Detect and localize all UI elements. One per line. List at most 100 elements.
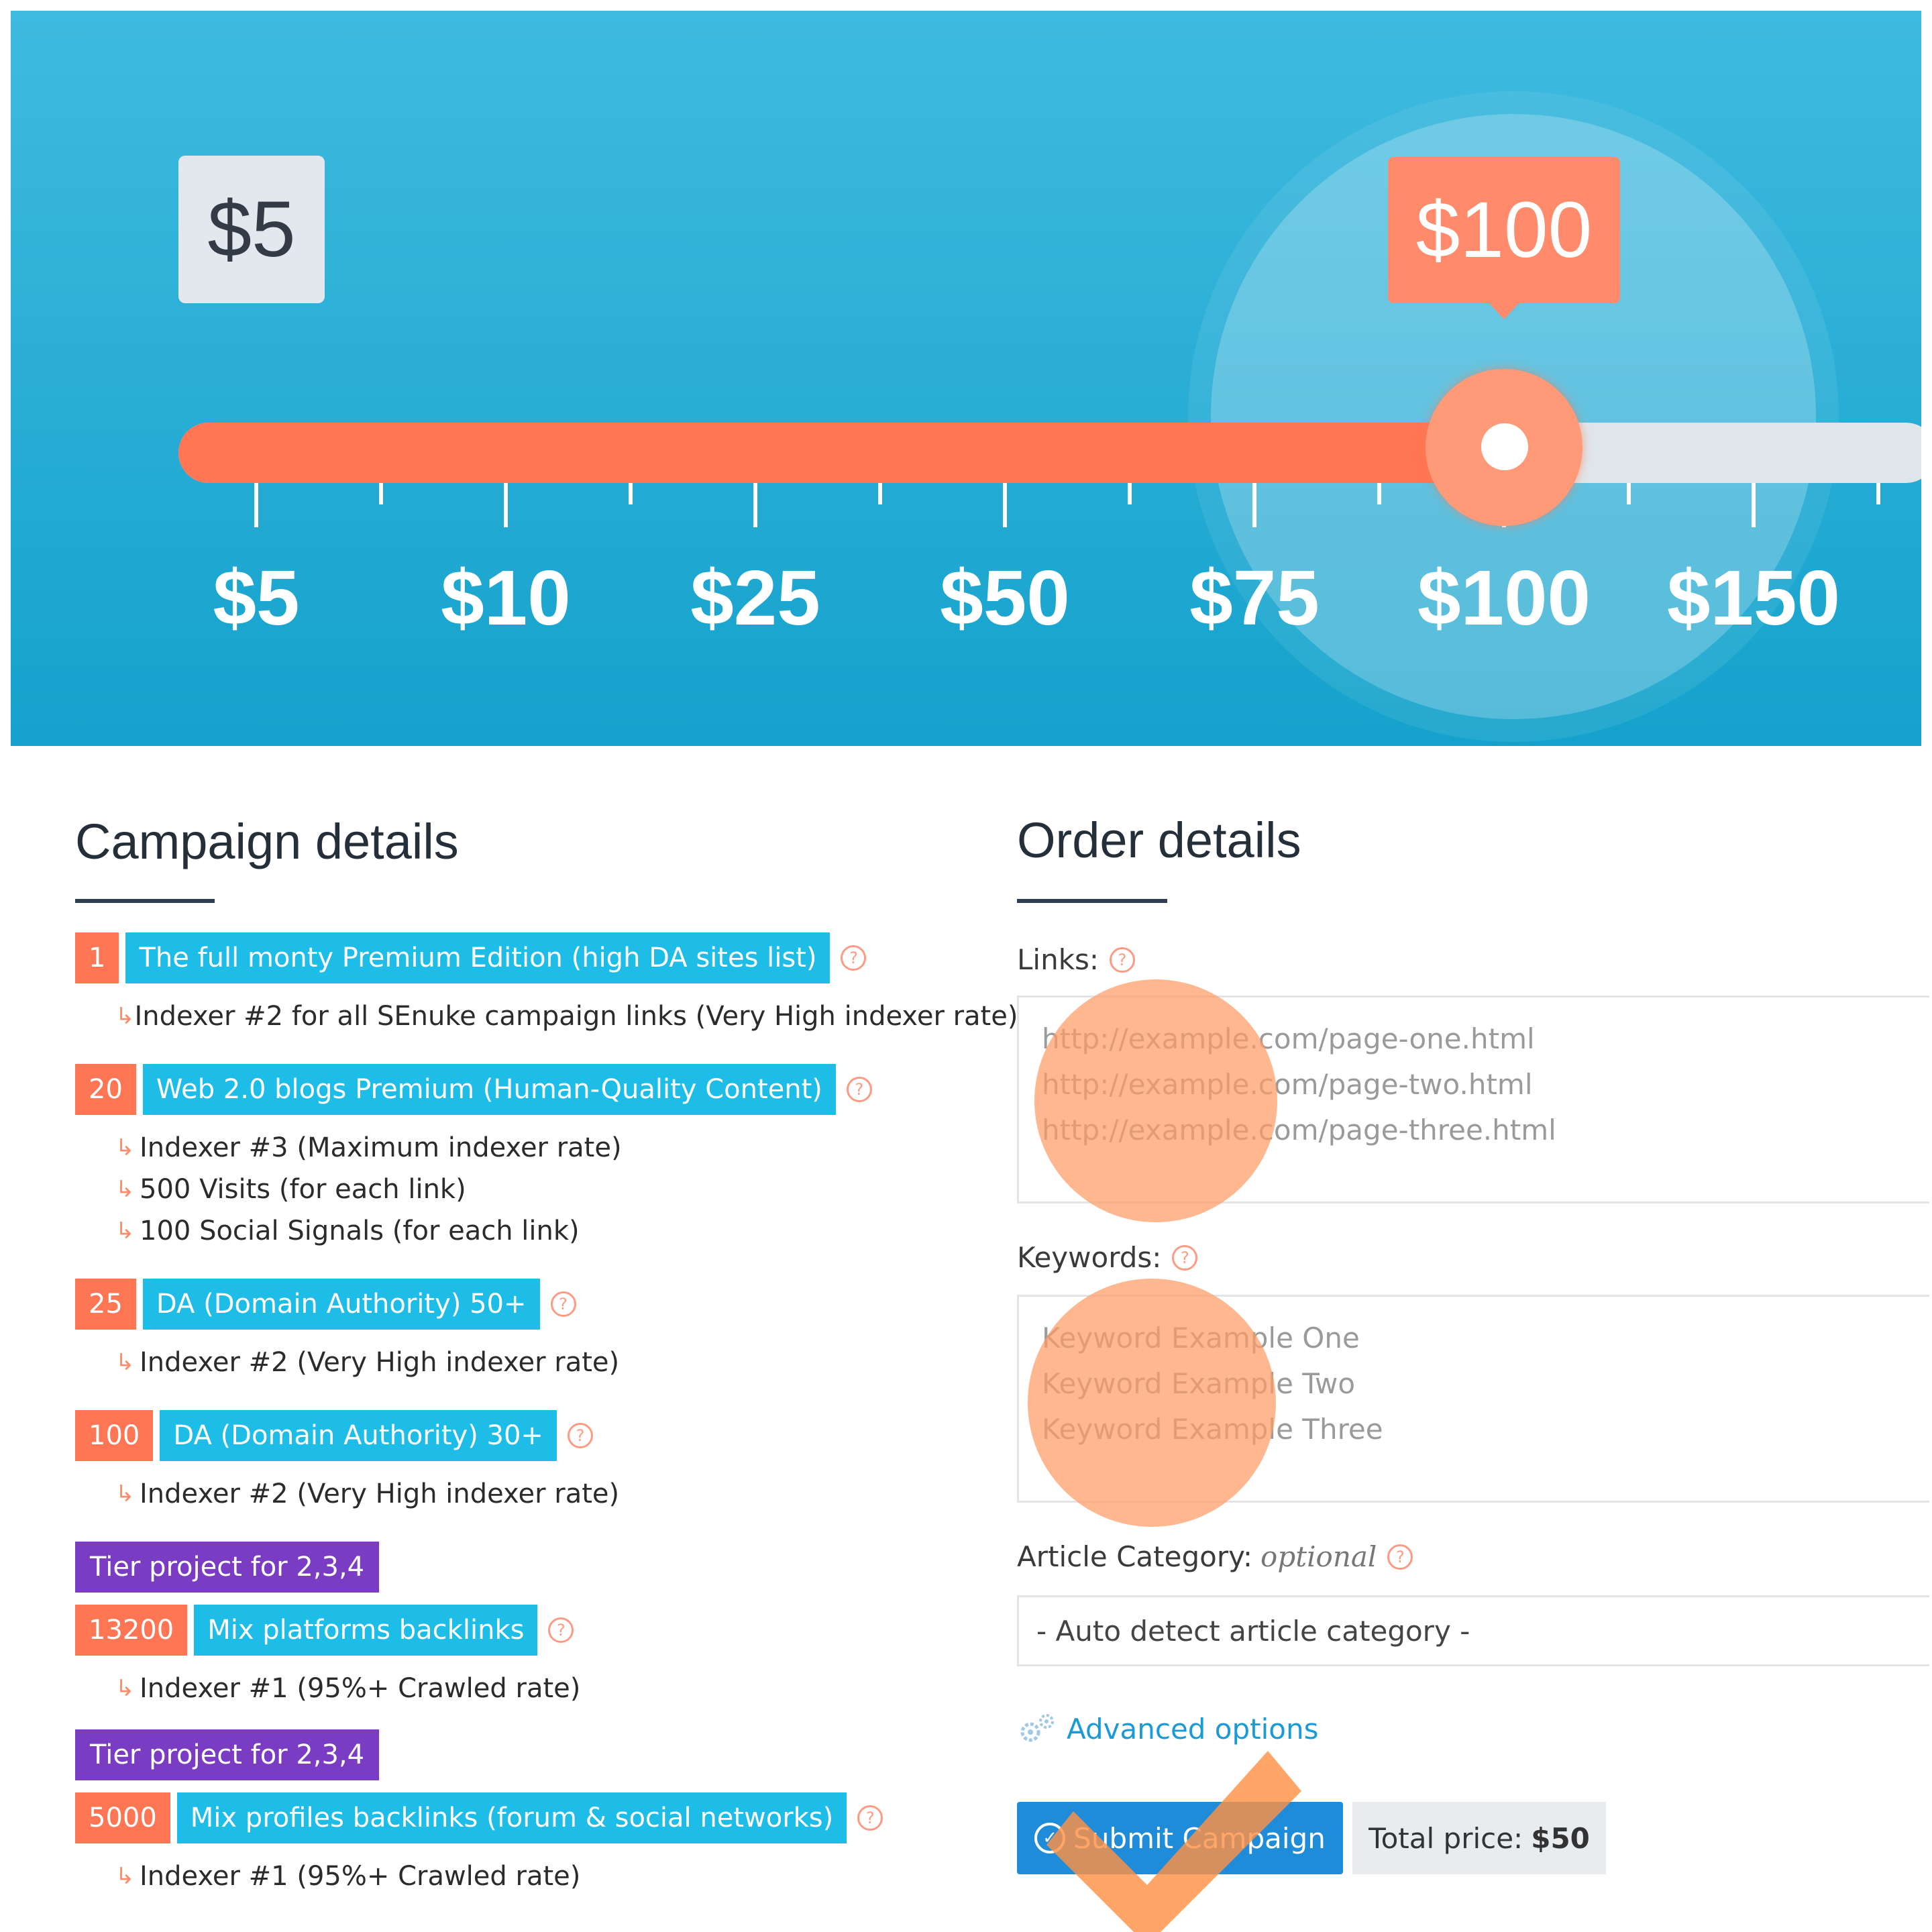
slider-minor-tick [878,483,882,504]
item-quantity-badge: 1 [75,932,119,983]
item-quantity-badge: 20 [75,1064,136,1115]
keywords-label-row: Keywords: ? [1017,1241,1198,1274]
sub-feature-text: Indexer #3 (Maximum indexer rate) [140,1132,622,1163]
tier-project-badge: Tier project for 2,3,4 [75,1729,380,1780]
slider-handle-dot [1481,423,1528,470]
category-help-icon[interactable]: ? [1387,1544,1413,1570]
submit-campaign-label: Submit Campaign [1073,1821,1326,1855]
help-icon[interactable]: ? [548,1617,574,1643]
item-name-label: The full monty Premium Edition (high DA … [125,932,830,983]
tier-row: Tier project for 2,3,4 [75,1729,967,1780]
keywords-help-icon[interactable]: ? [1172,1244,1198,1271]
sub-arrow-icon: ↳ [115,1218,135,1244]
slider-track-fill [178,423,1504,483]
check-circle-icon: ✓ [1034,1823,1066,1854]
sub-feature-text: Indexer #2 (Very High indexer rate) [140,1479,620,1509]
sub-arrow-icon: ↳ [115,1863,135,1890]
slider-major-tick [1752,483,1756,527]
sub-feature-text: Indexer #2 (Very High indexer rate) [140,1347,620,1378]
links-help-icon[interactable]: ? [1110,947,1136,973]
item-name-label: Mix platforms backlinks [194,1605,538,1656]
highlight-blob-keywords [1028,1279,1276,1527]
slider-tick-label[interactable]: $150 [1666,554,1841,641]
item-quantity-badge: 100 [75,1410,154,1461]
total-price-box: Total price: $50 [1352,1802,1606,1874]
tier-project-badge: Tier project for 2,3,4 [75,1542,380,1593]
campaign-item-row: 5000 Mix profiles backlinks (forum & soci… [75,1792,967,1843]
highlight-blob-links [1034,979,1277,1222]
total-price-label: Total price: [1368,1821,1523,1855]
item-quantity-badge: 25 [75,1279,136,1330]
slider-tick-label[interactable]: $75 [1189,554,1320,641]
sub-feature-text: Indexer #1 (95%+ Crawled rate) [140,1673,581,1704]
slider-handle[interactable] [1426,369,1582,526]
slider-tick-label[interactable]: $50 [940,554,1070,641]
campaign-item-row: 25 DA (Domain Authority) 50+? [75,1279,967,1330]
item-sub-feature: ↳ Indexer #1 (95%+ Crawled rate) [75,1856,967,1897]
category-label-row: Article Category: optional ? [1017,1540,1413,1573]
campaign-item-row: 20 Web 2.0 blogs Premium (Human-Quality C… [75,1064,967,1115]
campaign-item-row: 13200 Mix platforms backlinks? [75,1605,967,1656]
keywords-label: Keywords: [1017,1241,1162,1274]
links-label: Links: [1017,943,1099,976]
gears-icon [1017,1712,1057,1746]
article-category-select[interactable]: - Auto detect article category - [1017,1595,1929,1666]
links-label-row: Links: ? [1017,943,1136,976]
order-title-rule [1017,899,1167,903]
campaign-details-title: Campaign details [75,814,459,869]
sub-arrow-icon: ↳ [115,1349,135,1376]
slider-major-tick [753,483,757,527]
campaign-title-rule [75,899,215,903]
item-sub-feature: ↳ Indexer #3 (Maximum indexer rate) [75,1127,967,1169]
campaign-group: 100 DA (Domain Authority) 30+? ↳ Indexer #2… [75,1410,967,1515]
price-slider-panel: $5 $5 $10 $25 $50 $75 $100 $150 $100 [11,11,1921,746]
slider-minor-tick [379,483,383,504]
slider-minor-tick [1627,483,1631,504]
campaign-item-row: 100 DA (Domain Authority) 30+? [75,1410,967,1461]
item-name-label: Web 2.0 blogs Premium (Human-Quality Con… [142,1064,836,1115]
item-sub-feature: ↳ 500 Visits (for each link) [75,1169,967,1210]
order-details-title: Order details [1017,812,1301,868]
min-price-badge: $5 [178,156,325,303]
sub-arrow-icon: ↳ [115,1481,135,1507]
slider-minor-tick [1377,483,1381,504]
campaign-group: Tier project for 2,3,4 13200 Mix platforms… [75,1542,967,1709]
slider-major-tick [504,483,508,527]
help-icon[interactable]: ? [857,1805,883,1831]
sub-arrow-icon: ↳ [115,1675,135,1702]
slider-tick-label[interactable]: $100 [1417,554,1591,641]
advanced-options-link[interactable]: Advanced options [1017,1712,1319,1746]
slider-tick-label[interactable]: $10 [441,554,571,641]
slider-tick-label[interactable]: $5 [213,554,300,641]
help-icon[interactable]: ? [846,1077,872,1102]
item-name-label: DA (Domain Authority) 30+ [160,1410,557,1461]
item-quantity-badge: 5000 [75,1792,170,1843]
help-icon[interactable]: ? [567,1423,593,1448]
slider-major-tick [254,483,258,527]
campaign-item-row: 1 The full monty Premium Edition (high DA… [75,932,967,983]
campaign-group: 1 The full monty Premium Edition (high DA… [75,932,1018,1037]
item-sub-feature: ↳ Indexer #2 for all SEnuke campaign link… [75,996,1018,1037]
campaign-list: 1 The full monty Premium Edition (high DA… [75,932,1018,1924]
sub-arrow-icon: ↳ [115,1134,135,1161]
slider-minor-tick [1876,483,1880,504]
sub-feature-text: Indexer #1 (95%+ Crawled rate) [140,1861,581,1892]
slider-minor-tick [1128,483,1132,504]
item-name-label: Mix profiles backlinks (forum & social n… [176,1792,847,1843]
item-name-label: DA (Domain Authority) 50+ [142,1279,540,1330]
slider-major-tick [1252,483,1256,527]
category-label: Article Category: [1017,1540,1253,1573]
help-icon[interactable]: ? [550,1291,576,1317]
campaign-group: 20 Web 2.0 blogs Premium (Human-Quality C… [75,1064,967,1252]
item-sub-feature: ↳ Indexer #2 (Very High indexer rate) [75,1342,967,1383]
item-sub-feature: ↳ Indexer #2 (Very High indexer rate) [75,1473,967,1515]
slider-major-tick [1003,483,1007,527]
slider-minor-tick [629,483,633,504]
help-icon[interactable]: ? [841,945,867,971]
submit-campaign-button[interactable]: ✓ Submit Campaign [1017,1802,1343,1874]
sub-feature-text: 500 Visits (for each link) [140,1174,466,1205]
sub-arrow-icon: ↳ [115,1176,135,1203]
campaign-group: Tier project for 2,3,4 5000 Mix profiles b… [75,1729,967,1897]
category-optional-hint: optional [1260,1540,1377,1573]
slider-tick-label[interactable]: $25 [690,554,820,641]
